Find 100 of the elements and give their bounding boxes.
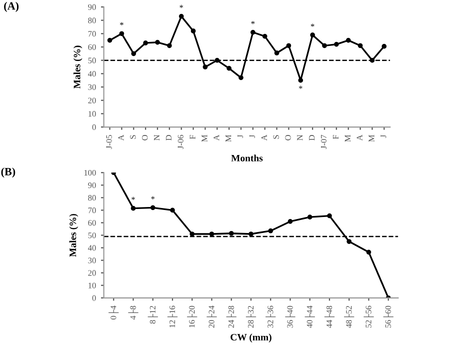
point	[170, 208, 175, 213]
x-tick-label: A	[118, 134, 124, 141]
x-tick-label: 44├48	[324, 306, 335, 328]
point	[107, 38, 112, 43]
annotation: *	[180, 4, 184, 8]
x-tick-label: 12├16	[167, 306, 178, 328]
point	[226, 66, 232, 71]
point	[238, 75, 244, 80]
x-tick-label: 24├28	[226, 306, 236, 328]
x-tick-label: 48├52	[344, 306, 354, 328]
annotation: *	[151, 196, 155, 200]
y-tick-label: 60	[88, 44, 96, 50]
x-tick-label: 0├4	[108, 306, 119, 320]
x-tick-label: 28├32	[246, 306, 256, 328]
point	[190, 28, 196, 34]
x-tick-label: J-06	[178, 134, 184, 149]
x-tick-label: S	[273, 135, 279, 139]
x-tick-label: J	[238, 134, 244, 138]
point	[155, 40, 160, 45]
text: (A)	[4, 2, 19, 12]
point	[346, 239, 352, 244]
x-tick-label: 40├44	[304, 306, 315, 328]
x-tick-label: F	[332, 134, 338, 140]
x-tick-label: 16├20	[187, 306, 198, 328]
point	[228, 230, 234, 236]
y-tick-label: 10	[88, 111, 96, 117]
y-tick-label: 70	[88, 30, 96, 37]
y-tick-label: 10	[88, 282, 96, 288]
point	[143, 40, 148, 46]
point	[130, 206, 136, 211]
x-tick-label: 8├12	[148, 306, 158, 324]
point	[202, 64, 208, 70]
y-tick-label: 50	[88, 58, 96, 64]
x-tick-label: J	[249, 134, 256, 138]
y-tick-label: 80	[88, 18, 96, 24]
x-tick-label: O	[285, 135, 291, 140]
y-tick-label: 20	[88, 270, 96, 276]
y-tick-label: 0	[92, 295, 96, 301]
x-tick-label: N	[297, 134, 303, 140]
point	[262, 34, 268, 39]
y-tick-label: 80	[88, 195, 96, 201]
point	[119, 31, 124, 36]
x-tick-label: 56├60	[383, 306, 394, 328]
x-tick-label: J-07	[320, 134, 327, 149]
x-tick-label: M	[344, 134, 350, 142]
annotation: *	[251, 21, 255, 24]
point	[346, 38, 351, 43]
point	[268, 228, 274, 234]
y-tick-label: 0	[92, 124, 96, 130]
point	[366, 250, 372, 255]
point	[382, 44, 387, 49]
point	[307, 214, 312, 220]
annotation: *	[120, 22, 124, 26]
point	[322, 43, 327, 48]
point	[334, 42, 339, 47]
x-tick-label: O	[142, 135, 148, 140]
annotation: *	[298, 86, 302, 89]
y-tick-label: 50	[88, 232, 96, 238]
y-axis-title: Males (%)	[69, 214, 78, 257]
point	[248, 232, 254, 236]
y-tick-label: 60	[88, 220, 96, 226]
x-tick-label: M	[202, 134, 208, 142]
point	[131, 51, 136, 56]
x-tick-label: 52├56	[364, 306, 374, 328]
y-tick-label: 40	[88, 71, 96, 77]
x-axis-title: CW (mm)	[230, 334, 272, 342]
point	[327, 213, 332, 218]
x-tick-label: 4├8	[128, 306, 138, 320]
x-axis-title: Months	[231, 154, 263, 162]
point	[190, 232, 195, 236]
x-tick-label: M	[226, 134, 232, 142]
point	[358, 43, 363, 48]
y-tick-label: 90	[88, 4, 96, 10]
x-tick-label: J-05	[106, 134, 112, 149]
annotation: *	[310, 24, 314, 27]
x-tick-label: J	[380, 134, 386, 138]
x-tick-label: D	[309, 134, 315, 140]
point	[298, 78, 304, 83]
x-tick-label: M	[368, 134, 374, 142]
point	[274, 50, 280, 56]
x-tick-label: 32├36	[266, 306, 276, 328]
x-tick-label: A	[356, 134, 362, 141]
x-tick-label: 20├24	[206, 306, 217, 328]
annotation: *	[132, 196, 135, 200]
x-tick-label: 36├40	[285, 306, 296, 328]
point	[209, 232, 214, 236]
text: (B)	[1, 168, 16, 178]
point	[178, 14, 184, 19]
point	[288, 219, 293, 224]
y-axis-title: Males (%)	[73, 46, 82, 89]
point	[250, 30, 256, 35]
x-tick-label: N	[154, 134, 160, 140]
y-tick-label: 100	[84, 170, 96, 176]
y-tick-label: 30	[88, 258, 96, 264]
point	[166, 43, 172, 48]
point	[310, 32, 315, 38]
y-tick-label: 30	[88, 84, 96, 90]
x-tick-label: A	[261, 134, 267, 141]
y-tick-label: 20	[88, 98, 96, 104]
point	[150, 205, 156, 210]
